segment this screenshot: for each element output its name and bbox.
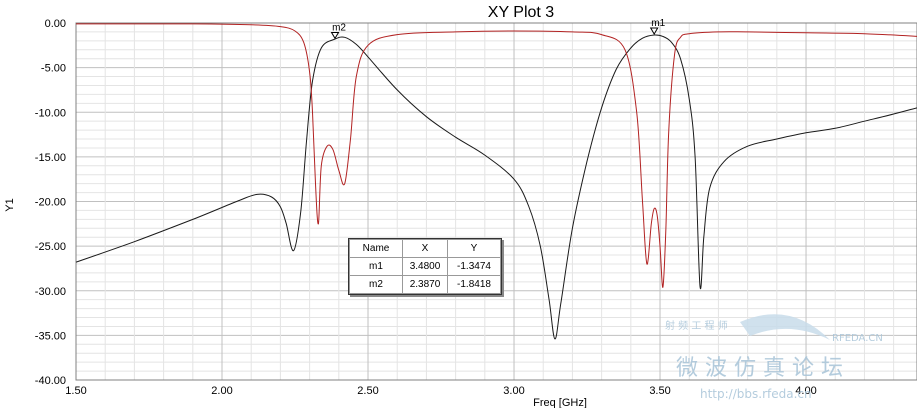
chart-title: XY Plot 3	[488, 4, 555, 21]
marker-table-header-x: X	[402, 239, 448, 258]
marker-table-header-y: Y	[447, 239, 501, 258]
x-tick-label: 2.00	[211, 385, 232, 397]
marker-y-cell: -1.3474	[447, 257, 501, 276]
marker-label: m1	[651, 18, 665, 29]
y-tick-label: 0.00	[45, 18, 66, 30]
series-group	[75, 23, 917, 340]
x-tick-label: 1.50	[65, 385, 86, 397]
watermark: 射 频 工 程 师 RFEDA.CN 微 波 仿 真 论 坛 http://bb…	[665, 314, 883, 401]
watermark-logo-text: RFEDA.CN	[832, 333, 883, 344]
y-tick-label: -25.00	[35, 241, 66, 253]
x-tick-label: 2.50	[357, 385, 378, 397]
marker-y-cell: -1.8418	[447, 275, 501, 294]
y-tick-label: -5.00	[41, 63, 66, 75]
x-tick-label: 3.00	[503, 385, 524, 397]
x-axis-title: Freq [GHz]	[533, 397, 587, 408]
marker-triangle-icon	[649, 27, 659, 36]
x-tick-label: 3.50	[649, 385, 670, 397]
markers-group: m1 m2	[330, 18, 666, 40]
y-tick-label: -10.00	[35, 107, 66, 119]
watermark-small-text: 射 频 工 程 师	[665, 319, 728, 332]
y-axis-title: Y1	[4, 198, 16, 211]
marker-name-cell: m1	[349, 257, 403, 276]
watermark-url-text: http://bbs.rfeda.cn	[700, 387, 812, 401]
marker-label: m2	[332, 22, 346, 33]
marker-table-header-name: Name	[349, 239, 403, 258]
marker-table: Name X Y m1 3.4800 -1.3474 m2 2.3870 -1.…	[348, 238, 502, 295]
x-tick-label: 4.00	[795, 385, 816, 397]
marker-triangle-icon	[330, 31, 340, 40]
y-tick-label: -20.00	[35, 197, 66, 209]
y-tick-label: -35.00	[35, 330, 66, 342]
plot-frame	[75, 22, 917, 381]
y-tick-label: -30.00	[35, 286, 66, 298]
series-line-2	[76, 23, 917, 288]
series-line-1	[75, 34, 917, 340]
marker-x-cell: 3.4800	[402, 257, 448, 276]
marker-table-row: m1 3.4800 -1.3474	[349, 257, 501, 276]
y-tick-label: -40.00	[35, 375, 66, 387]
watermark-title-text: 微 波 仿 真 论 坛	[676, 356, 843, 381]
marker-name-cell: m2	[349, 275, 403, 294]
watermark-swoosh-icon	[740, 314, 830, 340]
y-tick-label: -15.00	[35, 152, 66, 164]
marker-table-header: Name X Y	[349, 239, 501, 258]
axis-ticks: 0.00 -5.00 -10.00 -15.00 -20.00 -25.00 -30.00 -…	[35, 18, 817, 397]
marker-x-cell: 2.3870	[402, 275, 448, 294]
marker-table-row: m2 2.3870 -1.8418	[349, 275, 501, 294]
